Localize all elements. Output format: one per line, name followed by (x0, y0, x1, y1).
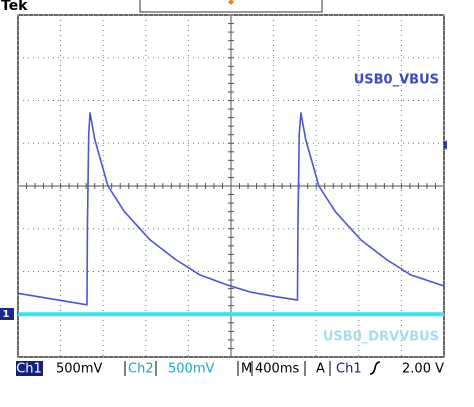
time-scale: 400ms (255, 362, 299, 377)
trigger-source: Ch1 (336, 362, 362, 377)
time-label: M (241, 362, 252, 377)
ch1-box (16, 361, 43, 376)
trace (17, 112, 445, 306)
record-window (139, 0, 323, 13)
status-bar: Ch1 500mV Ch2 500mV M 400ms A Ch1 2.00 V (16, 361, 444, 377)
edge-symbol (369, 361, 381, 375)
channel-marker: 1 (3, 309, 10, 320)
ch1-label: Ch1 (16, 362, 42, 377)
ch2-scale: 500mV (168, 362, 214, 377)
legend-label: USB0_DRVVBUS (323, 330, 439, 345)
brand: Tek (1, 0, 28, 14)
legend-label: USB0_VBUS (354, 73, 439, 88)
ch1-scale: 500mV (56, 362, 102, 377)
trigger-label: A (316, 362, 325, 377)
ch2-label: Ch2 (128, 362, 154, 377)
window-marker (228, 0, 234, 5)
trigger-level-text: 2.00 V (402, 362, 444, 377)
channel-marker-box (0, 308, 14, 320)
